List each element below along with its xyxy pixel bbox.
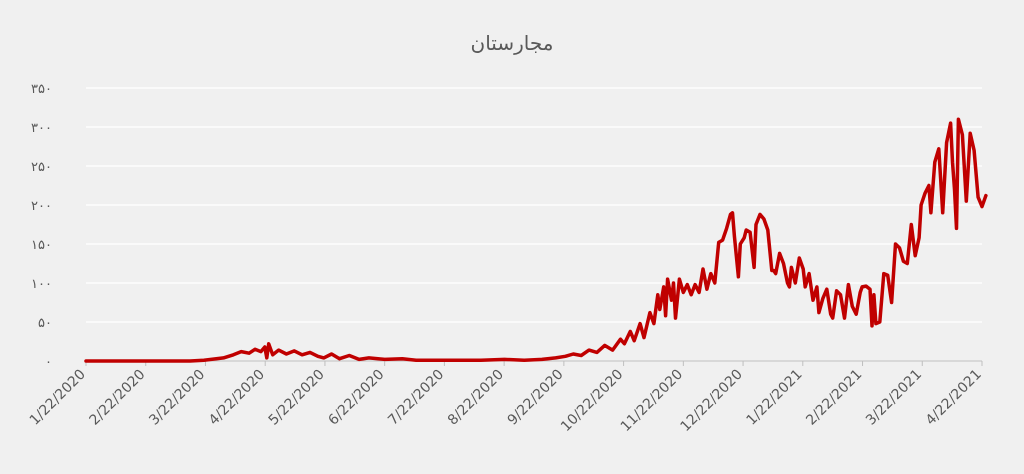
x-tick-label: 8/22/2020 — [445, 367, 507, 429]
x-tick-label: 2/22/2020 — [86, 367, 148, 429]
y-tick-label: ۱۵۰ — [31, 238, 52, 253]
x-tick-label: 7/22/2020 — [385, 367, 447, 429]
y-tick-label: ۱۰۰ — [31, 277, 52, 292]
chart-title: مجارستان — [471, 31, 554, 55]
x-tick-label: 4/22/2020 — [206, 367, 268, 429]
x-tick-label: 3/22/2020 — [146, 367, 208, 429]
y-tick-label: ۲۰۰ — [31, 199, 52, 214]
y-tick-label: ۲۵۰ — [31, 160, 52, 175]
gridlines — [86, 87, 982, 323]
x-tick-label: 9/22/2020 — [505, 367, 567, 429]
y-tick-label: ۳۵۰ — [31, 82, 52, 97]
y-tick-label: ۵۰ — [38, 316, 52, 331]
x-tick-label: 10/22/2020 — [558, 367, 626, 435]
x-tick-label: 1/22/2021 — [744, 367, 806, 429]
x-tick-label: 5/22/2020 — [266, 367, 328, 429]
x-tick-label: 4/22/2021 — [923, 367, 985, 429]
x-tick-label: 6/22/2020 — [325, 367, 387, 429]
x-tick-label: 11/22/2020 — [618, 367, 686, 435]
y-tick-label: ۳۰۰ — [31, 121, 52, 136]
x-tick-label: 2/22/2021 — [803, 367, 865, 429]
series-line — [84, 117, 988, 363]
x-tick-label: 3/22/2021 — [863, 367, 925, 429]
x-tick-label: 1/22/2020 — [27, 367, 89, 429]
x-tick-label: 12/22/2020 — [678, 367, 746, 435]
y-axis-ticks: ۰ ۵۰ ۱۰۰ ۱۵۰ ۲۰۰ ۲۵۰ ۳۰۰ ۳۵۰ — [31, 82, 52, 370]
y-tick-label: ۰ — [45, 355, 52, 370]
x-axis-ticks: 1/22/20202/22/20203/22/20204/22/20205/22… — [27, 361, 985, 435]
